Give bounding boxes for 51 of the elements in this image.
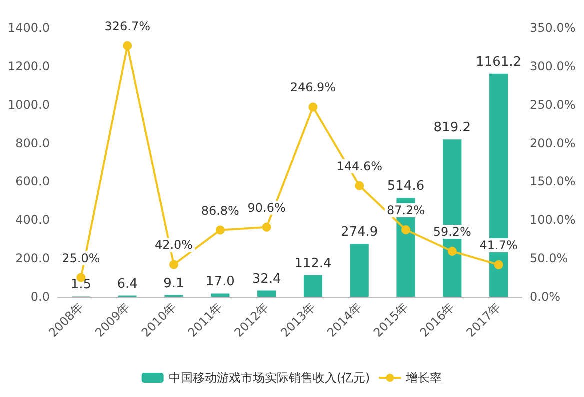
bar <box>350 244 369 297</box>
data-label: 326.7% <box>104 19 150 34</box>
bar <box>304 275 322 297</box>
y2-tick-label: 150.0% <box>530 174 576 189</box>
data-label: 9.1 <box>164 276 184 292</box>
y2-tick-label: 200.0% <box>530 136 576 150</box>
point <box>216 226 225 235</box>
y-tick-label: 400.0 <box>16 213 50 228</box>
y2-tick-label: 100.0% <box>530 213 576 228</box>
y2-tick-label: 50.0% <box>530 252 568 266</box>
data-label: 59.2% <box>433 225 472 239</box>
y-tick-label: 800.0 <box>16 136 50 150</box>
y-tick-label: 1400.0 <box>8 21 50 35</box>
data-label: 274.9 <box>340 225 378 240</box>
data-label: 25.0% <box>62 251 100 266</box>
y2-tick-label: 250.0% <box>530 98 576 112</box>
point <box>355 181 364 190</box>
data-label: 6.4 <box>117 276 138 292</box>
point <box>170 260 178 270</box>
data-label: 144.6% <box>336 159 382 174</box>
data-label: 42.0% <box>154 238 194 252</box>
data-label: 1161.2 <box>476 54 522 70</box>
data-label: 87.2% <box>386 203 426 218</box>
data-label: 112.4 <box>294 256 332 272</box>
y2-tick-label: 0.0% <box>530 290 560 304</box>
point <box>448 247 457 256</box>
data-label: 32.4 <box>252 272 282 287</box>
legend-label: 中国移动游戏市场实际销售收入(亿元) <box>168 371 370 385</box>
point <box>494 260 504 270</box>
data-label: 90.6% <box>248 200 286 215</box>
data-label: 1.5 <box>70 278 92 293</box>
data-label: 819.2 <box>434 120 472 136</box>
point <box>402 225 410 234</box>
y-tick-label: 1200.0 <box>8 59 50 74</box>
y-tick-label: 600.0 <box>16 174 50 189</box>
legend-label: 增长率 <box>405 371 442 385</box>
data-label: 17.0 <box>206 274 235 290</box>
data-label: 41.7% <box>480 238 518 252</box>
y2-tick-label: 350.0% <box>530 21 576 35</box>
y-tick-label: 200.0 <box>16 252 50 266</box>
point <box>308 102 318 112</box>
y-tick-label: 1000.0 <box>8 98 50 112</box>
data-label: 246.9% <box>290 80 336 95</box>
bar <box>258 290 276 297</box>
point <box>123 41 132 50</box>
data-label: 514.6 <box>387 179 425 194</box>
data-label: 86.8% <box>201 204 240 218</box>
point <box>262 222 272 232</box>
y2-tick-label: 300.0% <box>530 59 576 74</box>
y-tick-label: 0.0 <box>30 290 50 304</box>
bar <box>211 294 230 297</box>
